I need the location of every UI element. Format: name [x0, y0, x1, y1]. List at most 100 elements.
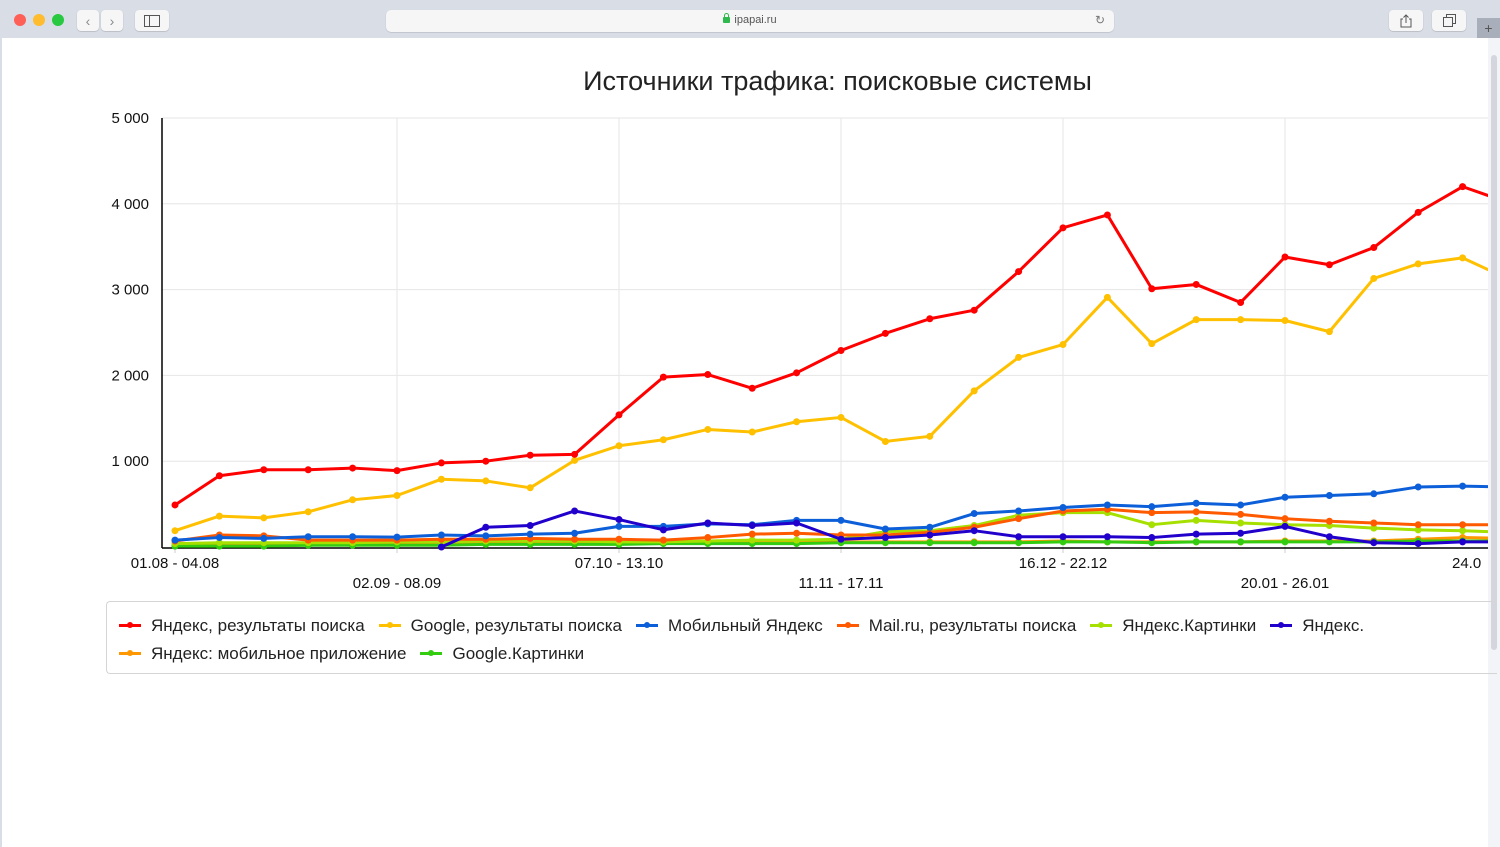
data-point[interactable]: [1103, 501, 1111, 509]
data-point[interactable]: [437, 531, 445, 539]
data-point[interactable]: [970, 387, 978, 395]
data-point[interactable]: [704, 534, 712, 542]
data-point[interactable]: [793, 418, 801, 426]
data-point[interactable]: [526, 451, 534, 459]
forward-button[interactable]: ›: [101, 10, 123, 31]
data-point[interactable]: [482, 477, 490, 485]
data-point[interactable]: [1237, 529, 1245, 537]
data-point[interactable]: [349, 533, 357, 541]
data-point[interactable]: [1192, 530, 1200, 538]
data-point[interactable]: [1103, 211, 1111, 219]
data-point[interactable]: [1015, 533, 1023, 541]
data-point[interactable]: [393, 533, 401, 541]
data-point[interactable]: [349, 496, 357, 504]
data-point[interactable]: [1281, 538, 1289, 546]
data-point[interactable]: [748, 384, 756, 392]
data-point[interactable]: [437, 543, 445, 551]
data-point[interactable]: [1015, 268, 1023, 276]
data-point[interactable]: [1325, 517, 1333, 525]
data-point[interactable]: [1414, 526, 1422, 534]
sidebar-toggle-button[interactable]: [135, 10, 169, 31]
zoom-window-button[interactable]: [52, 14, 64, 26]
data-point[interactable]: [215, 472, 223, 480]
data-point[interactable]: [571, 507, 579, 515]
data-point[interactable]: [615, 442, 623, 450]
data-point[interactable]: [1148, 340, 1156, 348]
data-point[interactable]: [1325, 538, 1333, 546]
data-point[interactable]: [1148, 539, 1156, 547]
legend-item[interactable]: Google.Картинки: [420, 644, 584, 664]
data-point[interactable]: [926, 432, 934, 440]
data-point[interactable]: [1148, 285, 1156, 293]
data-point[interactable]: [571, 535, 579, 543]
data-point[interactable]: [659, 373, 667, 381]
data-point[interactable]: [304, 533, 312, 541]
series-line[interactable]: [171, 482, 1489, 544]
data-point[interactable]: [1237, 510, 1245, 518]
data-point[interactable]: [1459, 482, 1467, 490]
data-point[interactable]: [393, 492, 401, 500]
data-point[interactable]: [1414, 540, 1422, 548]
data-point[interactable]: [260, 466, 268, 474]
new-tab-button[interactable]: +: [1477, 18, 1500, 38]
data-point[interactable]: [1192, 280, 1200, 288]
series-line[interactable]: [437, 507, 1488, 551]
data-point[interactable]: [1281, 515, 1289, 523]
data-point[interactable]: [926, 315, 934, 323]
data-point[interactable]: [571, 456, 579, 464]
data-point[interactable]: [748, 536, 756, 544]
data-point[interactable]: [171, 536, 179, 544]
data-point[interactable]: [1059, 504, 1067, 512]
data-point[interactable]: [793, 519, 801, 527]
data-point[interactable]: [1325, 492, 1333, 500]
data-point[interactable]: [526, 522, 534, 530]
data-point[interactable]: [1281, 253, 1289, 261]
data-point[interactable]: [171, 501, 179, 509]
data-point[interactable]: [260, 534, 268, 542]
data-point[interactable]: [1370, 539, 1378, 547]
data-point[interactable]: [1192, 499, 1200, 507]
data-point[interactable]: [970, 510, 978, 518]
data-point[interactable]: [615, 516, 623, 524]
data-point[interactable]: [1325, 328, 1333, 336]
data-point[interactable]: [1192, 538, 1200, 546]
legend-item[interactable]: Google, результаты поиска: [378, 616, 622, 636]
data-point[interactable]: [437, 475, 445, 483]
data-point[interactable]: [482, 457, 490, 465]
data-point[interactable]: [482, 523, 490, 531]
address-bar[interactable]: ipapai.ru ↻: [386, 10, 1114, 32]
data-point[interactable]: [393, 467, 401, 475]
data-point[interactable]: [793, 529, 801, 537]
scrollbar-thumb[interactable]: [1491, 55, 1497, 650]
data-point[interactable]: [1414, 521, 1422, 529]
data-point[interactable]: [1148, 534, 1156, 542]
data-point[interactable]: [1148, 509, 1156, 517]
data-point[interactable]: [1325, 533, 1333, 541]
data-point[interactable]: [1237, 316, 1245, 324]
data-point[interactable]: [1370, 274, 1378, 282]
data-point[interactable]: [1015, 353, 1023, 361]
data-point[interactable]: [926, 523, 934, 531]
data-point[interactable]: [704, 519, 712, 527]
data-point[interactable]: [615, 535, 623, 543]
data-point[interactable]: [926, 531, 934, 539]
data-point[interactable]: [1459, 538, 1467, 546]
data-point[interactable]: [970, 306, 978, 314]
data-point[interactable]: [926, 539, 934, 547]
data-point[interactable]: [704, 425, 712, 433]
data-point[interactable]: [215, 512, 223, 520]
data-point[interactable]: [704, 371, 712, 379]
data-point[interactable]: [1281, 522, 1289, 530]
data-point[interactable]: [881, 534, 889, 542]
data-point[interactable]: [1237, 501, 1245, 509]
data-point[interactable]: [659, 436, 667, 444]
data-point[interactable]: [1148, 503, 1156, 511]
data-point[interactable]: [1237, 298, 1245, 306]
legend-item[interactable]: Мобильный Яндекс: [635, 616, 823, 636]
data-point[interactable]: [1148, 521, 1156, 529]
data-point[interactable]: [526, 530, 534, 538]
data-point[interactable]: [837, 516, 845, 524]
series-line[interactable]: [171, 183, 1489, 509]
data-point[interactable]: [1281, 316, 1289, 324]
tabs-overview-button[interactable]: [1432, 10, 1466, 31]
